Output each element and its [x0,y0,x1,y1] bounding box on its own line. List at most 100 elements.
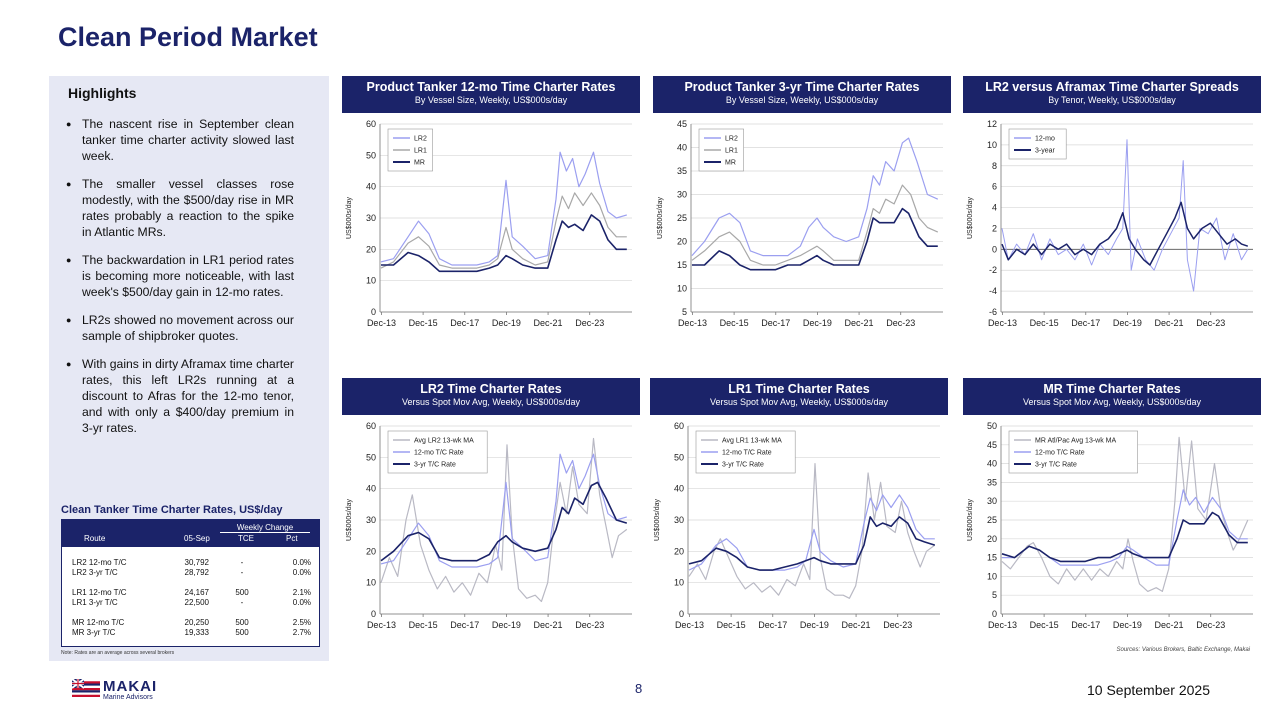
highlight-item: With gains in dirty Aframax time charter… [66,356,294,436]
cell-value: 22,500 [184,598,209,607]
series-line-1 [1001,436,1249,592]
table-row: LR2 3-yr T/C 28,792 - 0.0% [62,568,319,578]
y-tick-label: 2 [992,223,997,233]
y-tick-label: 0 [679,609,684,619]
y-tick-label: 15 [987,553,997,563]
x-tick-label: Dec-23 [883,620,912,630]
y-tick-label: 12 [987,119,997,129]
header-route: Route [84,534,106,543]
chart-4-plot: 0 10 20 30 40 50 60 Dec-13 Dec-15 Dec-17 Dec-19 Dec… [346,421,632,630]
y-tick-label: 30 [674,515,684,525]
y-tick-label: 45 [677,119,687,129]
y-tick-label: 20 [677,237,687,247]
x-tick-label: Dec-17 [1071,620,1100,630]
y-tick-label: 0 [992,244,997,254]
cell-pct: 2.7% [292,628,311,637]
x-tick-label: Dec-23 [1196,318,1225,328]
rates-table-header: Weekly Change Route 05-Sep TCE Pct [62,520,319,547]
cell-route: LR1 3-yr T/C [72,598,118,607]
y-axis-label: US$000s/day [346,196,353,239]
table-row: MR 3-yr T/C 19,333 500 2.7% [62,628,319,638]
chart-3-plot: -6 -4 -2 0 2 4 6 8 10 12 Dec-13 Dec-15 Dec-17 Dec-19 D… [967,119,1253,328]
legend-box [1008,128,1067,160]
y-axis-label: US$000s/day [654,498,661,541]
x-tick-label: Dec-21 [842,620,871,630]
chart-5-subtitle: Versus Spot Mov Avg, Weekly, US$000s/day [709,397,889,407]
x-tick-label: Dec-13 [988,318,1017,328]
series-line-1 [691,137,939,257]
x-tick-label: Dec-21 [1155,318,1184,328]
page-date: 10 September 2025 [1087,682,1210,698]
chart-4-title: LR2 Time Charter Rates [420,382,562,396]
cell-route: MR 3-yr T/C [72,628,116,637]
y-axis-label: US$000s/day [346,498,353,541]
y-tick-label: 10 [987,571,997,581]
legend-label: LR2 [414,136,427,143]
y-tick-label: 5 [682,307,687,317]
highlight-item: LR2s showed no movement across our sampl… [66,312,294,344]
y-tick-label: 40 [677,143,687,153]
x-tick-label: Dec-21 [534,620,563,630]
y-tick-label: 10 [677,284,687,294]
legend-label: Avg LR2 13-wk MA [414,438,474,445]
series-line-2 [688,494,935,571]
y-axis-label: US$000s/day [967,498,974,541]
legend-label: 3-yr T/C Rate [414,462,456,469]
x-tick-label: Dec-19 [800,620,829,630]
x-tick-label: Dec-23 [886,318,915,328]
x-tick-label: Dec-23 [1196,620,1225,630]
y-tick-label: 40 [674,484,684,494]
series-line-1 [1001,139,1249,292]
x-tick-label: Dec-15 [720,318,749,328]
y-tick-label: 35 [987,477,997,487]
x-tick-label: Dec-13 [367,318,396,328]
cell-tce: - [240,558,244,567]
y-axis-label: US$000s/day [967,196,974,239]
y-tick-label: 10 [366,578,376,588]
series-line-2 [1001,201,1249,266]
cell-value: 24,167 [184,588,209,597]
series-line-2 [691,184,939,266]
y-tick-label: 4 [992,203,997,213]
y-tick-label: 30 [366,213,376,223]
cell-pct: 0.0% [292,598,311,607]
y-axis-label: US$000s/day [657,196,664,239]
y-tick-label: 60 [366,421,376,431]
y-tick-label: 10 [674,578,684,588]
chart-1-title: Product Tanker 12-mo Time Charter Rates [366,80,616,94]
x-tick-label: Dec-23 [575,318,604,328]
page-number: 8 [635,681,643,696]
highlight-item: The nascent rise in September clean tank… [66,116,294,164]
y-tick-label: 60 [366,119,376,129]
legend-label: 12-mo [1035,136,1055,143]
x-tick-label: Dec-17 [1071,318,1100,328]
y-tick-label: 20 [987,534,997,544]
cell-value: 19,333 [184,628,209,637]
x-tick-label: Dec-17 [758,620,787,630]
table-row: MR 12-mo T/C 20,250 500 2.5% [62,618,319,628]
x-tick-label: Dec-15 [409,318,438,328]
chart-3-title: LR2 versus Aframax Time Charter Spreads [985,80,1239,94]
legend-label: LR1 [725,148,738,155]
logo-name: MAKAI [103,678,158,695]
series-line-1 [380,151,627,266]
legend-label: 12-mo T/C Rate [414,450,464,457]
legend-label: Avg LR1 13-wk MA [722,438,782,445]
chart-5-plot: 0 10 20 30 40 50 60 Dec-13 Dec-15 Dec-17 Dec-19 Dec… [654,421,940,630]
chart-6-plot: 0 5 10 15 20 25 30 35 40 45 50 Dec-13 Dec-15 Dec-17 De… [967,421,1253,630]
x-tick-label: Dec-15 [1030,620,1059,630]
y-tick-label: -2 [989,265,997,275]
x-tick-label: Dec-19 [492,318,521,328]
chart-6-header: MR Time Charter Rates Versus Spot Mov Av… [963,378,1261,415]
chart-2-header: Product Tanker 3-yr Time Charter Rates B… [653,76,951,113]
highlights-panel: Highlights The nascent rise in September… [49,76,329,661]
y-tick-label: 40 [987,459,997,469]
legend-label: LR1 [414,148,427,155]
y-tick-label: 20 [674,546,684,556]
y-tick-label: 50 [674,452,684,462]
y-tick-label: 40 [366,484,376,494]
highlight-item: The smaller vessel classes rose modestly… [66,176,294,240]
cell-value: 28,792 [184,568,209,577]
y-tick-label: 35 [677,166,687,176]
y-tick-label: 45 [987,440,997,450]
